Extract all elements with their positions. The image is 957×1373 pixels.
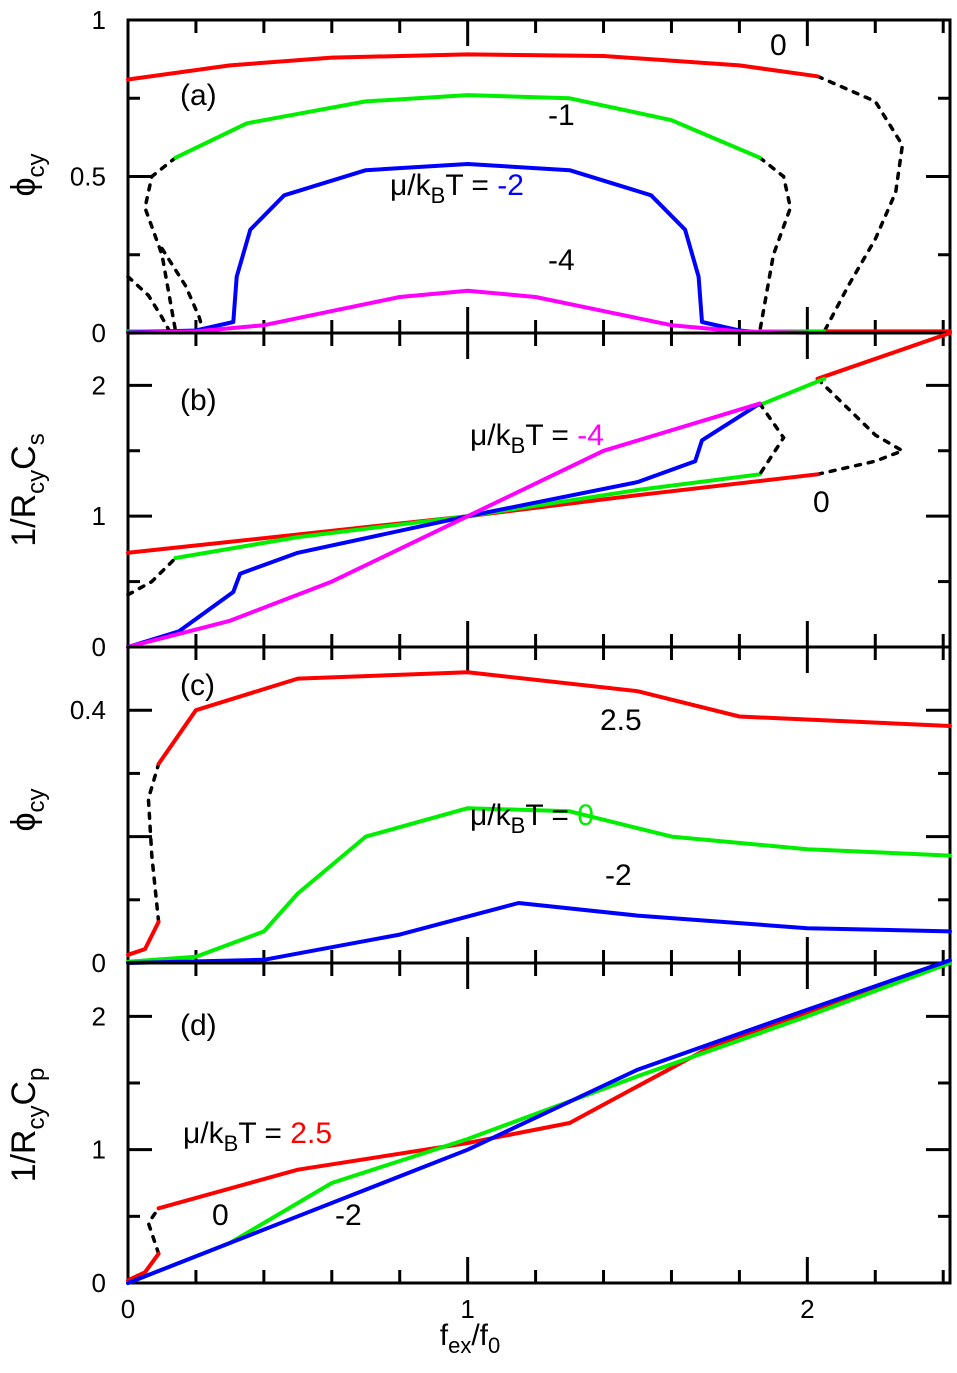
y-tick-label: 1 — [92, 1135, 106, 1165]
series-line--2 — [126, 401, 762, 649]
series-line-2.5 — [126, 1251, 161, 1283]
y-tick-label: 0.5 — [70, 162, 106, 192]
unstable-branch--2 — [126, 274, 171, 332]
y-tick-label: 2 — [92, 370, 106, 400]
x-axis-title: fex/f0 — [440, 1319, 501, 1358]
series-label: 0 — [770, 29, 787, 62]
series-line-0 — [126, 806, 952, 964]
x-tick-label: 0 — [121, 1294, 135, 1324]
panel-label: (a) — [180, 79, 217, 112]
unstable-branch-0 — [815, 377, 907, 477]
y-axis-title: 1/RcyCs — [5, 433, 50, 546]
x-tick-label: 1 — [460, 1294, 474, 1324]
panel-frame — [126, 18, 952, 335]
unstable-branch--2 — [758, 401, 786, 477]
unstable-branch--1 — [143, 155, 178, 334]
series-label: -2 — [605, 859, 632, 892]
series-label: 2.5 — [600, 704, 642, 737]
panel-label: (d) — [180, 1009, 217, 1042]
series-line--1 — [757, 376, 827, 407]
unstable-branch-2.5 — [146, 1206, 161, 1256]
mu-annotation: μ/kBT = 2.5 — [183, 1117, 332, 1156]
series-line--2 — [126, 958, 952, 1285]
y-tick-label: 0 — [92, 318, 106, 348]
panel-label: (c) — [180, 669, 215, 702]
y-axis-title: ϕcy — [5, 153, 50, 196]
unstable-branch--1 — [758, 155, 793, 334]
series-label: -1 — [548, 99, 575, 132]
y-axis-title: ϕcy — [5, 788, 50, 831]
mu-annotation: μ/kBT = 0 — [470, 799, 594, 838]
series-line--1 — [173, 93, 762, 160]
panel-b: 0 1 2 (b) μ/kBT = -4 0 1/RcyCs — [5, 331, 952, 662]
y-tick-label: 1 — [92, 501, 106, 531]
series-line--4 — [126, 401, 762, 649]
series-label: 0 — [813, 486, 830, 519]
mu-annotation: μ/kBT = -4 — [470, 419, 604, 458]
panel-frame — [126, 961, 952, 1285]
y-tick-label: 1 — [92, 5, 106, 35]
x-tick-label: 2 — [800, 1294, 814, 1324]
y-tick-label: 0 — [92, 632, 106, 662]
series-line--4 — [126, 288, 810, 335]
series-line-2.5 — [156, 961, 952, 1211]
series-line-0 — [815, 331, 952, 381]
y-tick-label: 0 — [92, 948, 106, 978]
series-line-0 — [126, 52, 820, 82]
panels: 0 0.5 1 (a) μ/kBT = -2 0 -1 -4 ϕcy 0 1 2 (b) μ/kBT = … — [5, 5, 952, 1324]
unstable-branch-2.5 — [146, 762, 161, 924]
series-line--2 — [126, 162, 762, 335]
series-line--2 — [126, 901, 952, 965]
y-axis-title: 1/RcyCp — [5, 1068, 50, 1183]
y-tick-label: 2 — [92, 1001, 106, 1031]
y-tick-label: 0 — [92, 1268, 106, 1298]
series-line-2.5 — [156, 670, 952, 766]
mu-annotation: μ/kBT = -2 — [390, 169, 524, 208]
unstable-branch-0 — [815, 74, 905, 334]
x-axis-label: fex/f0 — [440, 1319, 501, 1358]
series-line-2.5 — [126, 919, 161, 957]
series-label: -2 — [335, 1199, 362, 1232]
panel-d: 0 1 2 (d) μ/kBT = 2.5 0 -2 1/RcyCp — [5, 958, 952, 1298]
series-label: 0 — [212, 1199, 229, 1232]
series-label: -4 — [548, 244, 575, 277]
panel-a: 0 0.5 1 (a) μ/kBT = -2 0 -1 -4 ϕcy — [5, 5, 952, 348]
panel-c: 0 0.4 (c) μ/kBT = 0 2.5 -2 ϕcy — [5, 645, 952, 978]
y-tick-label: 0.4 — [70, 695, 106, 725]
panel-label: (b) — [180, 384, 217, 417]
unstable-branch--1 — [126, 556, 178, 597]
